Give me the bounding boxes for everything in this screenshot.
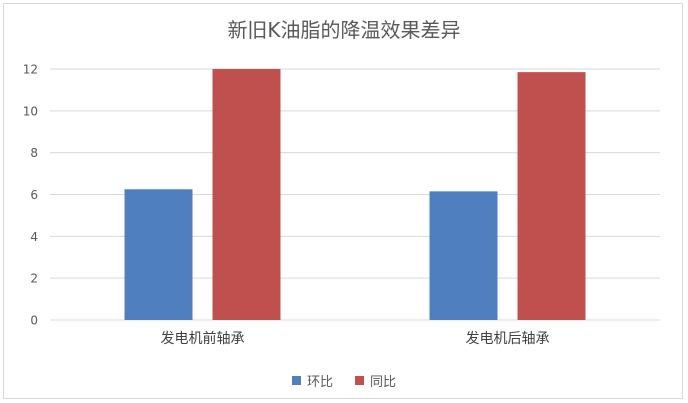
y-tick-label: 0 — [30, 314, 38, 328]
bar-series-1-2 — [429, 191, 498, 320]
y-tick-label: 12 — [23, 63, 38, 77]
legend-swatch — [355, 376, 364, 385]
bar-series-2-1 — [212, 69, 281, 320]
y-tick-label: 4 — [30, 230, 38, 244]
legend-item: 同比 — [355, 371, 396, 390]
bar-series-2-2 — [517, 72, 586, 320]
y-tick-label: 8 — [30, 146, 38, 160]
legend-item: 环比 — [291, 371, 333, 390]
y-tick-label: 2 — [30, 272, 38, 286]
chart-legend: 环比 同比 — [0, 371, 688, 390]
legend-label: 环比 — [306, 375, 333, 390]
bar-series-1-1 — [124, 189, 193, 320]
x-tick-label: 发电机前轴承 — [161, 330, 245, 347]
y-tick-label: 10 — [23, 104, 38, 118]
legend-swatch — [291, 376, 301, 385]
legend-label: 同比 — [370, 375, 397, 390]
x-tick-label: 发电机后轴承 — [466, 331, 550, 347]
y-tick-label: 6 — [30, 188, 38, 202]
chart-title: 新旧K油脂的降温效果差异 — [227, 18, 461, 42]
